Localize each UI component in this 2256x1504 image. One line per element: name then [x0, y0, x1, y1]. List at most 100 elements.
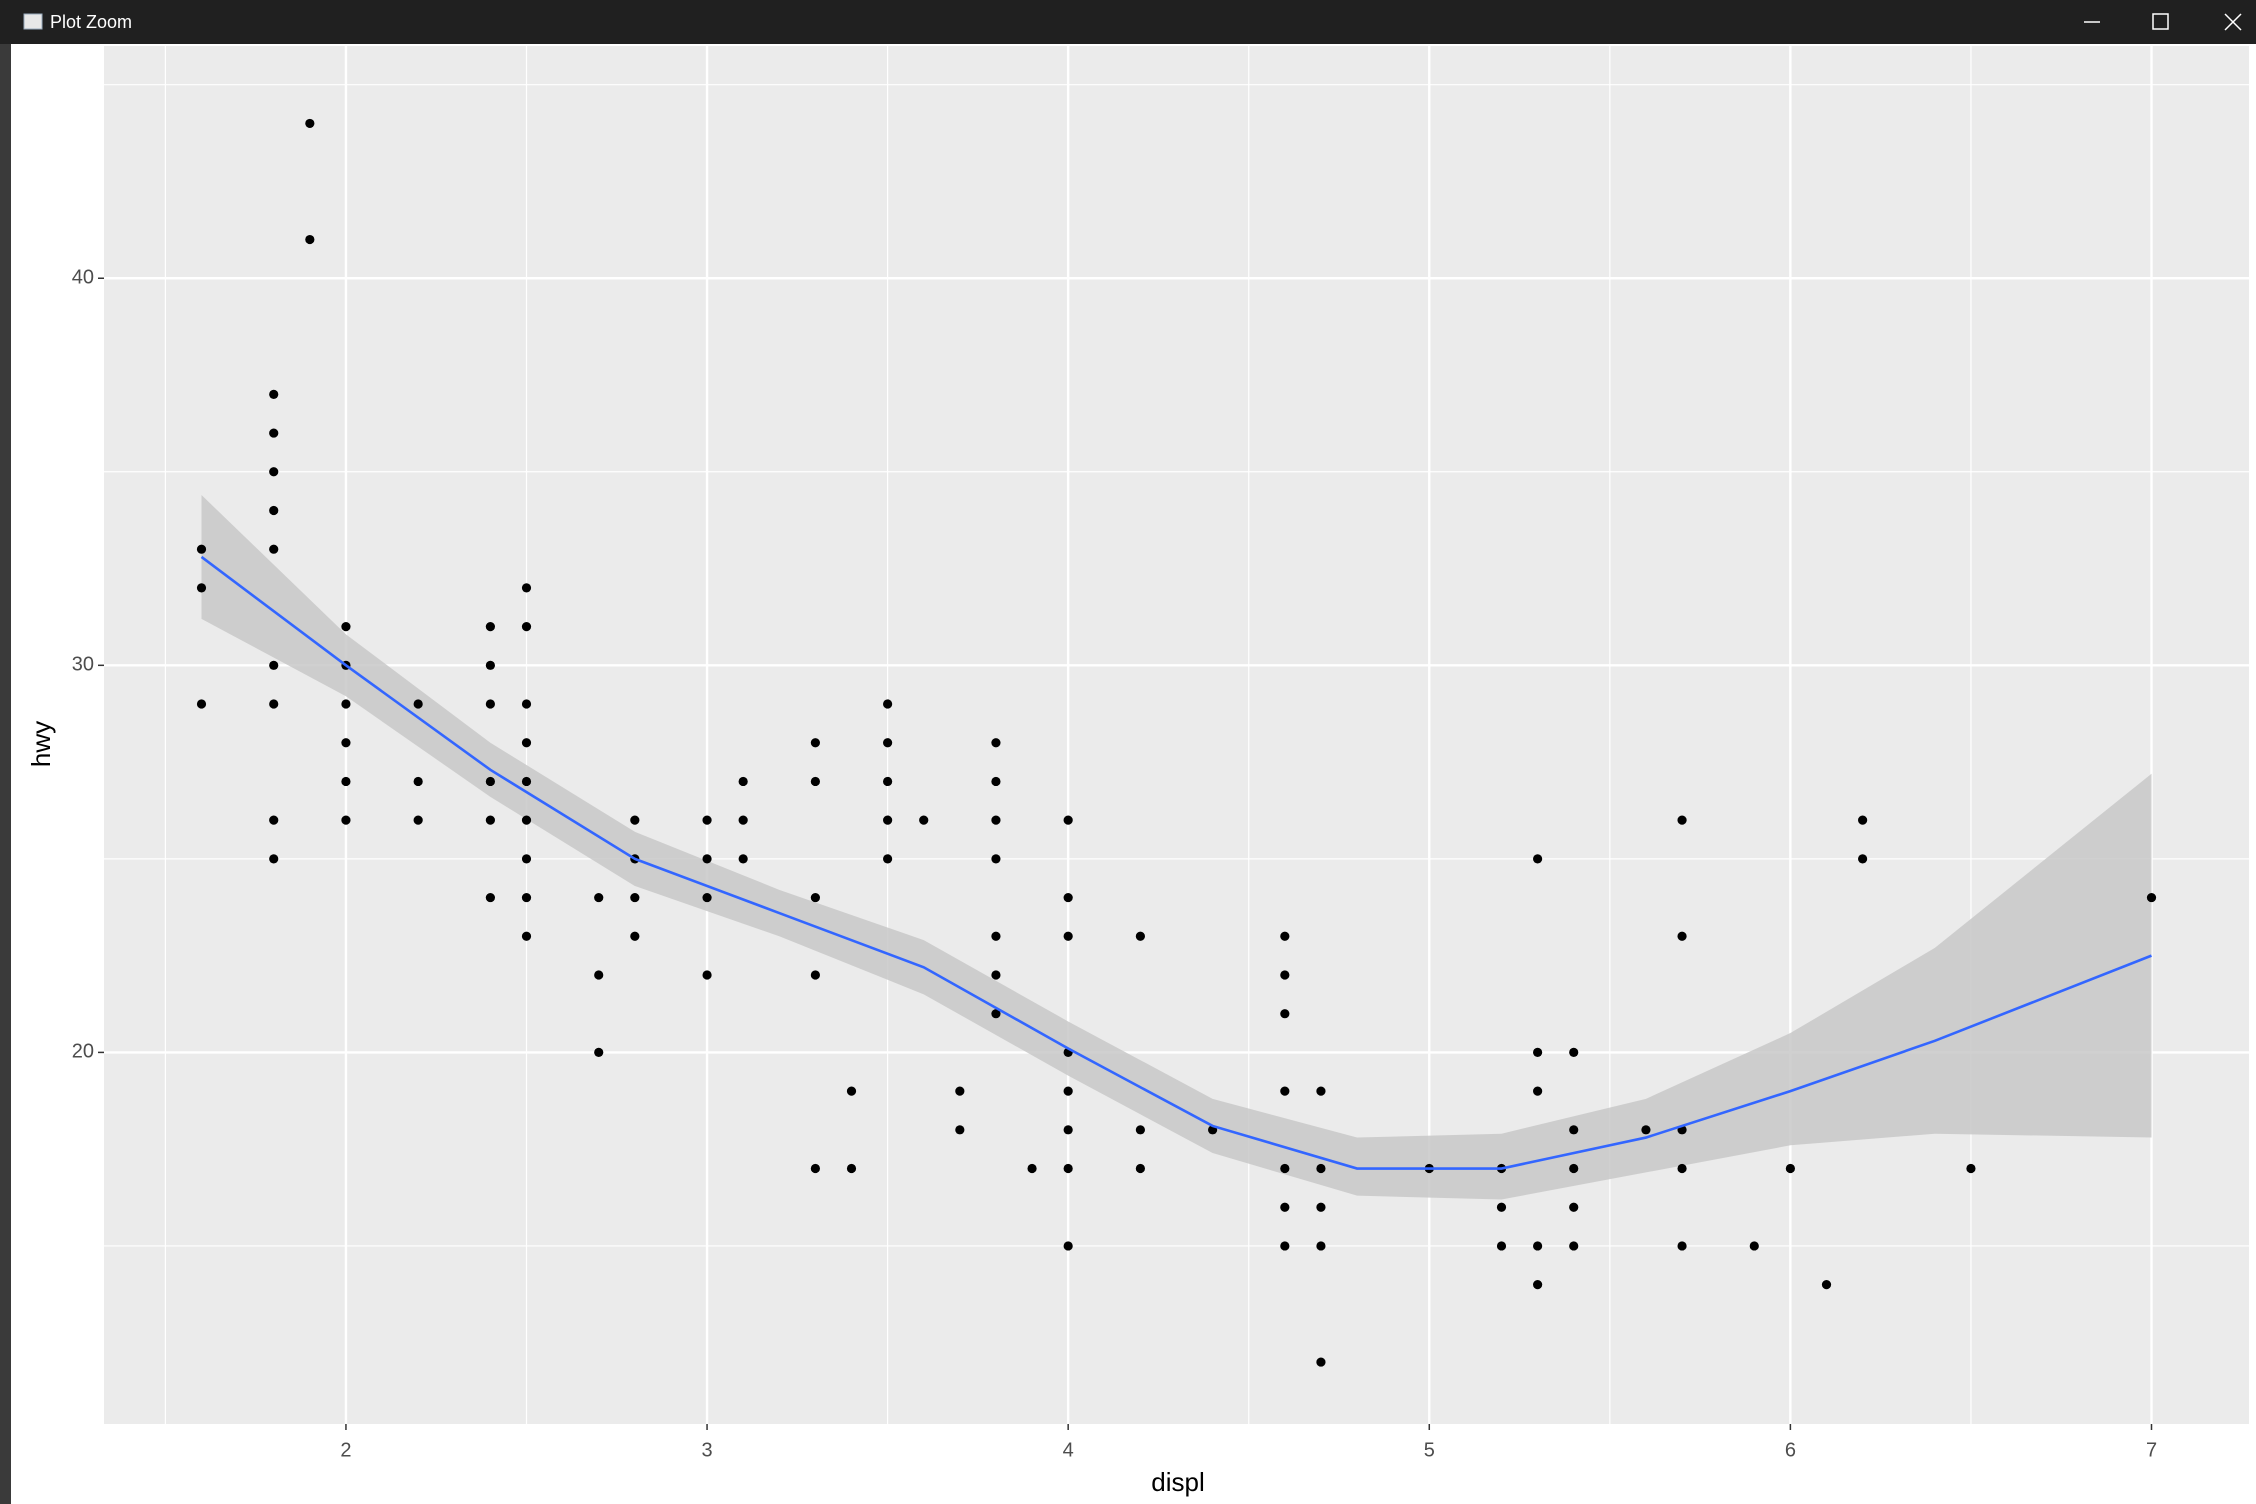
y-tick-label: 20: [72, 1041, 94, 1063]
point: [1533, 1086, 1543, 1096]
point: [810, 776, 820, 787]
point: [991, 931, 1001, 941]
point: [305, 118, 315, 129]
point: [1280, 1086, 1290, 1096]
point: [810, 1163, 820, 1174]
plot: [104, 46, 2249, 1424]
point: [485, 815, 495, 825]
left-edge: [0, 44, 11, 1504]
point: [485, 660, 495, 670]
point: [991, 970, 1001, 980]
point: [1569, 1202, 1579, 1212]
point: [269, 815, 279, 825]
point: [1677, 931, 1687, 941]
point: [991, 854, 1001, 864]
maximize-button[interactable]: [2152, 13, 2169, 30]
y-tick-label: 40: [72, 267, 94, 289]
point: [1280, 1009, 1290, 1019]
point: [269, 505, 279, 516]
point: [341, 699, 351, 709]
point: [1316, 1357, 1326, 1367]
point: [883, 699, 893, 709]
close-button[interactable]: [2224, 13, 2242, 31]
point: [630, 931, 640, 941]
point: [702, 970, 712, 980]
point: [269, 428, 279, 438]
point: [1316, 1163, 1326, 1174]
point: [1496, 1202, 1507, 1212]
point: [594, 970, 604, 980]
point: [196, 583, 207, 593]
point: [1280, 970, 1290, 980]
point: [521, 622, 532, 632]
point: [1280, 1202, 1290, 1212]
point: [413, 815, 423, 825]
point: [919, 815, 929, 825]
point: [1027, 1163, 1037, 1174]
point: [413, 776, 423, 787]
point: [269, 389, 279, 399]
point: [738, 854, 748, 864]
point: [1533, 1280, 1543, 1290]
point: [630, 815, 640, 825]
point: [846, 1086, 857, 1096]
point: [521, 738, 532, 748]
point: [305, 234, 315, 245]
point: [1063, 1125, 1073, 1135]
point: [883, 776, 893, 787]
point: [413, 699, 423, 709]
point: [1135, 1163, 1145, 1174]
point: [846, 1163, 857, 1174]
point: [1677, 1163, 1687, 1174]
point: [1533, 854, 1543, 864]
y-axis-title: hwy: [26, 721, 56, 767]
point: [810, 738, 820, 748]
smooth-line: [200, 555, 2152, 1170]
point: [485, 622, 495, 632]
point: [485, 776, 495, 787]
point: [1316, 1202, 1326, 1212]
point: [1063, 931, 1073, 941]
point: [1063, 1163, 1073, 1174]
point: [594, 1047, 604, 1058]
point: [521, 699, 532, 709]
point: [738, 815, 748, 825]
point: [341, 622, 351, 632]
x-tick-label: 4: [1063, 1439, 1074, 1461]
point: [883, 815, 893, 825]
point: [955, 1086, 965, 1096]
point: [1641, 1125, 1651, 1135]
point: [1677, 1241, 1687, 1251]
point: [955, 1125, 965, 1135]
point: [1063, 892, 1073, 903]
point: [485, 892, 495, 903]
point: [485, 699, 495, 709]
point: [521, 583, 532, 593]
point: [521, 892, 532, 903]
point: [1858, 815, 1868, 825]
point: [1785, 1163, 1795, 1174]
point: [991, 776, 1001, 787]
point: [1063, 1086, 1073, 1096]
point: [1280, 931, 1290, 941]
point: [1749, 1241, 1759, 1251]
point: [630, 892, 640, 903]
x-tick-label: 6: [1785, 1439, 1796, 1461]
x-axis-title: displ: [1151, 1467, 1204, 1497]
point: [1677, 815, 1687, 825]
point: [1280, 1241, 1290, 1251]
x-tick-label: 3: [701, 1439, 712, 1461]
point: [1569, 1241, 1579, 1251]
y-tick-label: 30: [72, 654, 94, 676]
point: [269, 854, 279, 864]
point: [1135, 1125, 1145, 1135]
window-title: Plot Zoom: [50, 12, 132, 32]
point: [810, 892, 820, 903]
point: [1280, 1163, 1290, 1174]
point: [196, 699, 207, 709]
title-bar: [0, 0, 2256, 44]
point: [521, 854, 532, 864]
point: [269, 544, 279, 554]
